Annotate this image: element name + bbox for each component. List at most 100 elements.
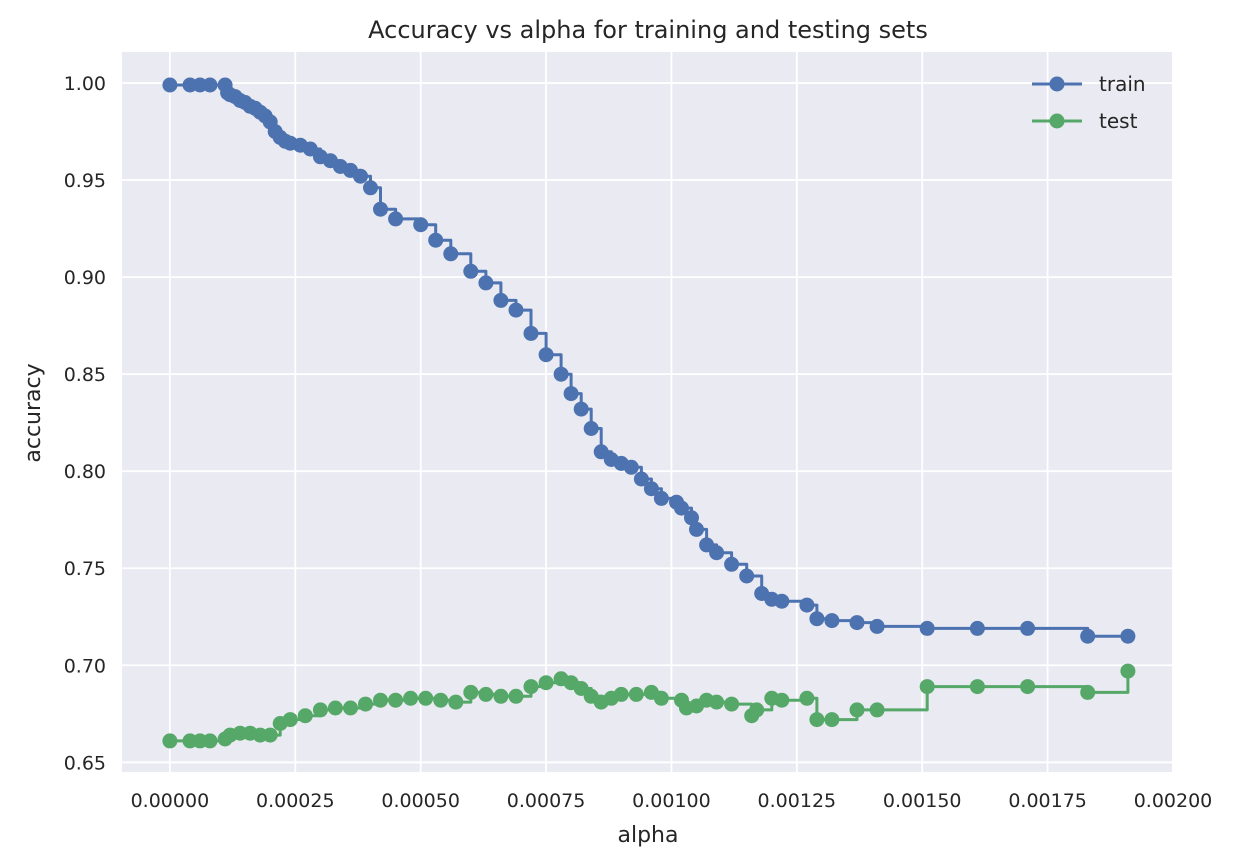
data-point-train xyxy=(919,620,935,636)
legend-label-train: train xyxy=(1099,72,1146,96)
data-point-test xyxy=(282,712,298,728)
data-point-test xyxy=(799,690,815,706)
chart-title: Accuracy vs alpha for training and testi… xyxy=(368,16,928,44)
data-point-train xyxy=(553,366,569,382)
data-point-train xyxy=(1080,628,1096,644)
data-point-test xyxy=(463,684,479,700)
data-point-train xyxy=(869,618,885,634)
data-point-test xyxy=(358,696,373,712)
x-tick-label: 0.00200 xyxy=(1134,790,1213,812)
data-point-test xyxy=(919,679,935,695)
data-point-test xyxy=(433,692,449,708)
data-point-test xyxy=(508,688,524,704)
data-point-test xyxy=(1120,663,1136,679)
x-tick-label: 0.00100 xyxy=(632,790,711,812)
data-point-train xyxy=(373,201,388,217)
data-point-train xyxy=(1120,628,1136,644)
data-point-test xyxy=(709,694,725,710)
data-point-test xyxy=(1020,679,1036,695)
series-test xyxy=(162,663,1136,749)
plot-area xyxy=(122,52,1173,772)
data-point-test xyxy=(774,692,790,708)
data-point-test xyxy=(448,694,464,710)
x-tick-label: 0.00050 xyxy=(381,790,460,812)
data-point-train xyxy=(633,471,649,487)
data-point-train xyxy=(302,141,318,157)
y-tick-label: 0.95 xyxy=(64,170,106,192)
data-point-train xyxy=(824,613,840,629)
data-point-test xyxy=(613,686,629,702)
data-point-train xyxy=(1020,620,1036,636)
data-point-train xyxy=(573,401,589,417)
data-point-train xyxy=(508,302,524,318)
x-tick-label: 0.00125 xyxy=(758,790,837,812)
y-tick-label: 1.00 xyxy=(64,73,106,95)
data-point-train xyxy=(799,597,815,613)
y-tick-label: 0.65 xyxy=(64,752,106,774)
series-layer xyxy=(162,77,1136,749)
data-point-test xyxy=(388,692,404,708)
legend-item-train: train xyxy=(1032,72,1146,96)
data-point-train xyxy=(413,217,429,233)
data-point-train xyxy=(849,615,865,631)
data-point-train xyxy=(709,545,725,561)
data-point-test xyxy=(653,690,669,706)
data-point-train xyxy=(774,593,790,609)
legend-item-test: test xyxy=(1032,109,1138,133)
data-point-test xyxy=(849,702,865,718)
data-point-test xyxy=(1080,684,1096,700)
data-point-train xyxy=(739,568,755,584)
data-point-test xyxy=(478,686,494,702)
x-tick-label: 0.00000 xyxy=(131,790,210,812)
data-point-test xyxy=(343,700,358,716)
data-point-test xyxy=(824,712,840,728)
data-point-train xyxy=(689,521,704,537)
data-point-train xyxy=(538,347,554,363)
data-point-test xyxy=(202,733,218,749)
grid xyxy=(122,52,1174,772)
legend: train test xyxy=(1032,72,1146,133)
data-point-train xyxy=(563,386,579,402)
x-tick-label: 0.00175 xyxy=(1008,790,1087,812)
data-point-train xyxy=(674,500,689,516)
data-point-test xyxy=(297,708,313,724)
data-point-train xyxy=(583,421,599,436)
x-tick-label: 0.00025 xyxy=(256,790,335,812)
y-tick-labels: 0.65 0.70 0.75 0.80 0.85 0.90 0.95 1.00 xyxy=(64,73,106,774)
data-point-test xyxy=(403,690,419,706)
data-point-test xyxy=(262,727,278,743)
series-train xyxy=(162,77,1136,644)
data-point-train xyxy=(202,77,218,93)
data-point-train xyxy=(463,263,479,279)
data-point-train xyxy=(363,180,378,196)
data-point-train xyxy=(162,77,178,93)
x-axis-label: alpha xyxy=(618,823,679,848)
data-point-test xyxy=(869,702,885,718)
data-point-train xyxy=(623,459,639,475)
data-point-train xyxy=(353,168,368,184)
data-point-test xyxy=(523,679,539,695)
data-point-test xyxy=(749,702,765,718)
x-tick-label: 0.00150 xyxy=(883,790,962,812)
data-point-test xyxy=(538,675,554,691)
data-point-test xyxy=(969,679,985,695)
data-point-train xyxy=(809,611,825,627)
data-point-train xyxy=(684,510,699,526)
y-tick-label: 0.85 xyxy=(64,364,106,386)
data-point-train xyxy=(643,481,659,497)
y-tick-label: 0.70 xyxy=(64,655,106,677)
data-point-train xyxy=(443,246,459,262)
legend-marker-test xyxy=(1049,113,1065,129)
data-point-train xyxy=(388,211,404,227)
data-point-test xyxy=(418,690,434,706)
y-axis-label: accuracy xyxy=(21,363,46,462)
data-point-train xyxy=(724,556,740,572)
data-point-test xyxy=(628,686,644,702)
data-point-train xyxy=(653,490,669,506)
data-point-train xyxy=(969,620,985,636)
legend-label-test: test xyxy=(1099,109,1138,133)
data-point-test xyxy=(809,712,825,728)
data-point-train xyxy=(493,292,509,308)
data-point-train xyxy=(428,232,444,248)
